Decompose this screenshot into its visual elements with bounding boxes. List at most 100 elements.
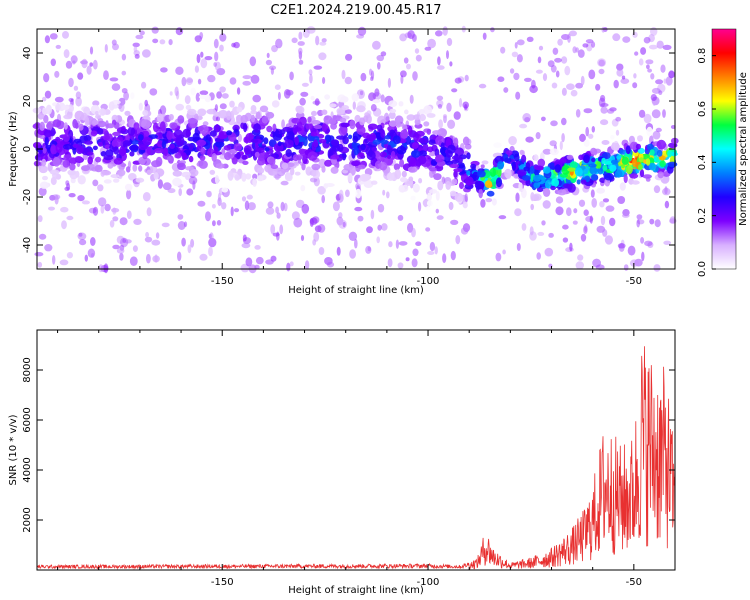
spectrum-ridge-cell (567, 183, 576, 193)
spectrum-noise-cell (409, 94, 414, 104)
spectrum-noise-cell (662, 44, 672, 51)
spectrum-noise-cell (206, 190, 212, 198)
spectrum-ridge-cell (264, 147, 270, 152)
spectrum-noise-cell (620, 78, 630, 84)
spectrum-ridge-cell (330, 139, 340, 146)
spectrum-ridge-cell (583, 154, 590, 164)
spectrum-noise-cell (398, 241, 408, 246)
spectrum-noise-cell (318, 52, 327, 61)
spectrum-ridge-cell (108, 101, 115, 111)
spectrum-ridge-cell (401, 170, 407, 178)
spectrum-noise-cell (601, 140, 610, 145)
spectrum-noise-cell (583, 226, 588, 234)
spectrum-noise-cell (516, 243, 521, 251)
spectrum-noise-cell (570, 89, 578, 97)
spectrum-noise-cell (370, 104, 377, 112)
x-tick-label: -150 (211, 276, 234, 287)
spectrum-ridge-cell (301, 162, 306, 171)
spectrum-ridge-cell (161, 140, 167, 149)
spectrum-ridge-cell (305, 123, 313, 130)
spectrum-ridge-cell (77, 175, 86, 185)
spectrum-noise-cell (319, 41, 327, 46)
spectrum-noise-cell (526, 36, 534, 42)
spectrum-noise-cell (116, 248, 125, 254)
spectrum-noise-cell (529, 85, 538, 94)
spectrum-noise-cell (216, 91, 223, 99)
spectrum-ridge-cell (645, 158, 651, 166)
spectrum-noise-cell (317, 224, 326, 233)
spectrum-noise-cell (644, 240, 653, 247)
colorbar-tick-label: 0.2 (697, 208, 708, 224)
spectrum-ridge-cell (250, 105, 257, 112)
spectrum-noise-cell (583, 108, 593, 114)
spectrum-noise-cell (628, 135, 636, 144)
spectrum-ridge-cell (101, 170, 112, 176)
spectrum-ridge-cell (63, 114, 73, 120)
spectrum-ridge-cell (647, 143, 654, 151)
spectrum-noise-cell (566, 207, 572, 217)
spectrum-ridge-cell (243, 136, 248, 143)
spectrum-ridge-cell (484, 180, 493, 189)
spectrum-noise-cell (43, 114, 49, 124)
spectrum-ridge-cell (569, 161, 578, 169)
spectrum-noise-cell (152, 38, 159, 44)
spectrum-ridge-cell (426, 200, 433, 207)
spectrum-noise-cell (448, 201, 454, 211)
spectrum-ridge-cell (371, 146, 378, 152)
snr-plot-area (37, 330, 675, 570)
spectrum-ridge-cell (37, 112, 45, 120)
spectrum-noise-cell (550, 120, 558, 127)
spectrum-noise-cell (308, 69, 313, 76)
spectrum-noise-cell (37, 261, 43, 268)
spectrum-ridge-cell (656, 149, 663, 157)
spectrum-ridge-cell (544, 179, 552, 189)
spectrum-ridge-cell (349, 165, 356, 176)
spectrum-noise-cell (70, 55, 78, 64)
spectrum-ridge-cell (658, 155, 666, 161)
spectrum-noise-cell (141, 81, 147, 89)
spectrum-noise-cell (231, 42, 236, 48)
spectrum-ridge-cell (42, 107, 47, 115)
spectrum-ridge-cell (379, 151, 388, 158)
spectrum-noise-cell (609, 217, 616, 227)
spectrum-ridge-cell (324, 159, 333, 167)
spectrum-noise-cell (61, 220, 67, 230)
spectrum-ridge-cell (113, 178, 120, 183)
spectrum-ridge-cell (78, 123, 84, 131)
spectrum-noise-cell (254, 245, 261, 250)
spectrum-ridge-cell (418, 109, 426, 115)
spectrum-noise-cell (600, 215, 606, 226)
spectrum-ridge-cell (155, 156, 163, 167)
spectrum-noise-cell (318, 247, 325, 255)
spectrum-noise-cell (365, 245, 372, 254)
spectrum-noise-cell (92, 179, 99, 187)
spectrum-noise-cell (387, 258, 393, 268)
spectrum-ridge-cell (533, 154, 539, 162)
spectrum-ridge-cell (356, 105, 366, 113)
spectrum-noise-cell (615, 116, 622, 122)
spectrum-noise-cell (275, 38, 283, 49)
spectrum-noise-cell (658, 90, 663, 95)
spectrum-ridge-cell (107, 163, 114, 169)
spectrum-noise-cell (322, 77, 326, 84)
spectrum-ridge-cell (353, 146, 359, 156)
spectrum-ridge-cell (530, 192, 535, 202)
spectrum-noise-cell (75, 96, 82, 107)
spectrum-noise-cell (405, 257, 410, 262)
spectrum-noise-cell (159, 39, 166, 45)
spectrum-noise-cell (142, 192, 151, 202)
spectrum-noise-cell (144, 99, 148, 107)
spectrum-ridge-cell (224, 152, 232, 161)
spectrum-ridge-cell (414, 118, 421, 126)
spectrum-noise-cell (572, 46, 577, 54)
spectrum-noise-cell (177, 251, 182, 262)
spectrum-noise-cell (549, 140, 557, 147)
spectrum-ridge-cell (619, 182, 626, 191)
spectrum-noise-cell (577, 254, 584, 261)
spectrogram-heatmap (32, 25, 679, 274)
spectrum-noise-cell (435, 208, 439, 214)
spectrum-ridge-cell (625, 164, 633, 175)
spectrum-noise-cell (589, 215, 593, 224)
spectrum-noise-cell (482, 32, 487, 40)
spectrum-noise-cell (285, 89, 294, 96)
